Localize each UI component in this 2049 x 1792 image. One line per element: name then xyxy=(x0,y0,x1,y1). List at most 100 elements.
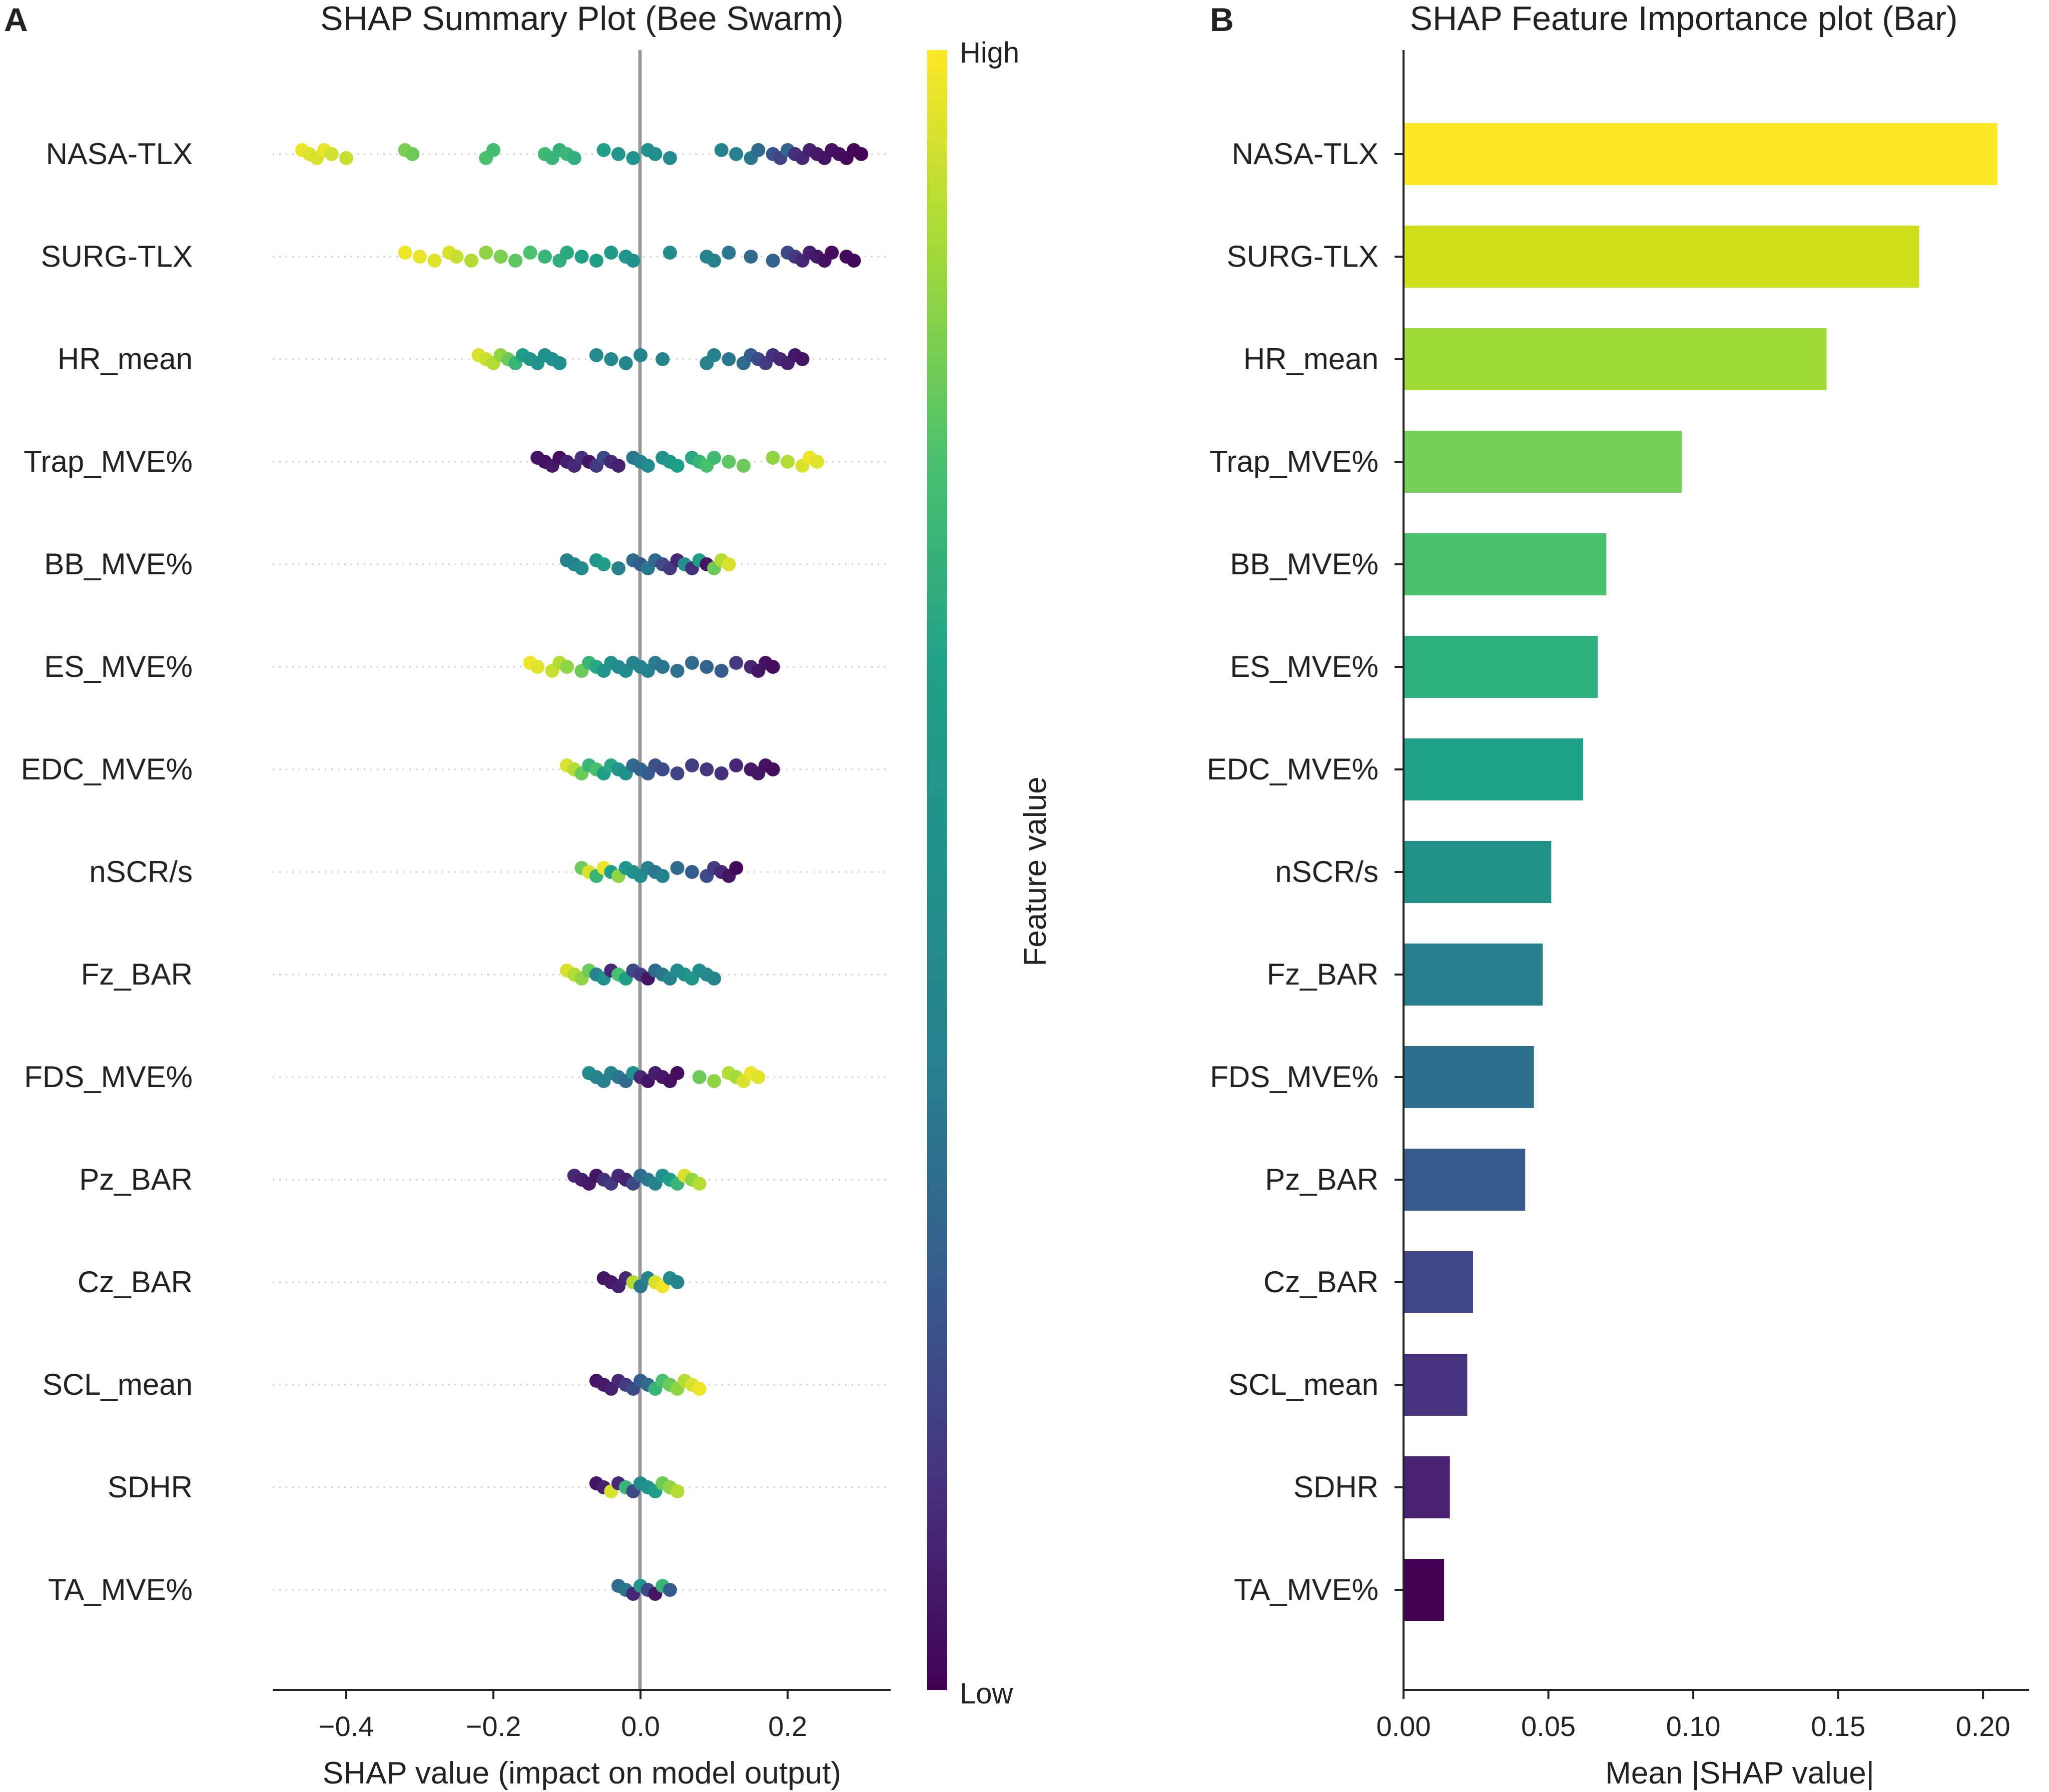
bar-label-pz-bar: Pz_BAR xyxy=(1265,1163,1379,1196)
bar-edc-mve xyxy=(1404,738,1584,800)
swarm-point-surg-tlx xyxy=(847,254,861,268)
bar-label-fz-bar: Fz_BAR xyxy=(1267,958,1379,991)
bar-x-tick-label: 0.00 xyxy=(1377,1710,1431,1742)
bar-label-fds-mve: FDS_MVE% xyxy=(1210,1060,1379,1094)
swarm-point-surg-tlx xyxy=(766,254,780,268)
swarm-point-es-mve xyxy=(670,664,685,678)
bar-label-hr-mean: HR_mean xyxy=(1243,342,1379,376)
swarm-point-edc-mve xyxy=(670,766,685,780)
swarm-point-nasa-tlx xyxy=(567,151,581,165)
swarm-point-es-mve xyxy=(685,656,700,670)
bar-label-edc-mve: EDC_MVE% xyxy=(1207,752,1379,786)
bar-chart-category-labels: NASA-TLX SURG-TLX HR_mean Trap_MVE% BB_MVE% E… xyxy=(1207,137,1404,1606)
swarm-point-trap-mve xyxy=(670,459,685,473)
swarm-point-nasa-tlx xyxy=(648,147,662,161)
swarm-point-hr-mean xyxy=(589,348,603,362)
swarm-point-hr-mean xyxy=(618,356,633,370)
swarm-point-nasa-tlx xyxy=(729,147,744,161)
swarm-point-edc-mve xyxy=(700,762,714,776)
swarm-point-nasa-tlx xyxy=(324,147,339,161)
swarm-point-hr-mean xyxy=(707,348,722,362)
swarm-point-surg-tlx xyxy=(479,246,493,260)
swarm-point-bb-mve xyxy=(722,557,736,571)
bar-label-trap-mve: Trap_MVE% xyxy=(1209,445,1379,478)
colorbar-high-label: High xyxy=(960,37,1019,69)
swarm-point-fds-mve xyxy=(670,1066,685,1080)
swarm-point-ta-mve xyxy=(662,1583,677,1597)
swarm-point-hr-mean xyxy=(722,352,736,366)
swarm-point-surg-tlx xyxy=(537,250,552,264)
swarm-point-fz-bar xyxy=(707,972,722,986)
swarm-point-fds-mve xyxy=(692,1070,707,1084)
swarm-point-nasa-tlx xyxy=(626,151,640,165)
beeswarm-x-tick-label: 0.2 xyxy=(768,1710,807,1742)
swarm-point-hr-mean xyxy=(655,352,670,366)
bar-pz-bar xyxy=(1404,1149,1526,1211)
swarm-point-surg-tlx xyxy=(493,250,508,264)
feature-label-trap-mve: Trap_MVE% xyxy=(24,445,193,478)
swarm-point-surg-tlx xyxy=(589,254,603,268)
feature-label-pz-bar: Pz_BAR xyxy=(79,1163,193,1196)
bar-label-nscr-s: nSCR/s xyxy=(1275,855,1379,888)
beeswarm-feature-labels: NASA-TLX SURG-TLX HR_mean Trap_MVE% BB_MVE% E… xyxy=(21,137,193,1606)
swarm-point-trap-mve xyxy=(640,459,655,473)
swarm-point-surg-tlx xyxy=(427,254,442,268)
feature-label-bb-mve: BB_MVE% xyxy=(44,547,193,581)
bar-label-bb-mve: BB_MVE% xyxy=(1230,547,1379,581)
swarm-point-edc-mve xyxy=(685,758,700,772)
swarm-point-trap-mve xyxy=(810,455,824,469)
swarm-point-surg-tlx xyxy=(722,246,736,260)
swarm-point-hr-mean xyxy=(552,356,567,370)
swarm-point-nasa-tlx xyxy=(751,143,766,157)
swarm-point-surg-tlx xyxy=(604,246,618,260)
feature-label-edc-mve: EDC_MVE% xyxy=(21,752,193,786)
swarm-point-nasa-tlx xyxy=(596,143,611,157)
panel-a-letter: A xyxy=(4,1,28,38)
swarm-point-trap-mve xyxy=(736,459,751,473)
swarm-point-es-mve xyxy=(766,660,780,674)
feature-label-nscr-s: nSCR/s xyxy=(89,855,193,888)
bar-fz-bar xyxy=(1404,944,1543,1006)
bar-x-tick-label: 0.05 xyxy=(1521,1710,1576,1742)
swarm-point-es-mve xyxy=(655,660,670,674)
panel-b: B SHAP Feature Importance plot (Bar) NAS… xyxy=(1207,0,2029,1790)
swarm-point-surg-tlx xyxy=(560,246,574,260)
feature-label-fz-bar: Fz_BAR xyxy=(81,958,193,991)
bar-surg-tlx xyxy=(1404,226,1919,288)
bar-label-cz-bar: Cz_BAR xyxy=(1263,1265,1379,1299)
swarm-point-pz-bar xyxy=(692,1177,707,1191)
beeswarm-points xyxy=(295,143,869,1601)
bar-sdhr xyxy=(1404,1456,1450,1518)
swarm-point-surg-tlx xyxy=(626,254,640,268)
swarm-point-surg-tlx xyxy=(398,246,412,260)
swarm-point-nasa-tlx xyxy=(854,147,869,161)
swarm-point-surg-tlx xyxy=(508,254,523,268)
swarm-point-nscr-s xyxy=(729,861,744,875)
beeswarm-x-tick-label: 0.0 xyxy=(621,1710,660,1742)
swarm-point-surg-tlx xyxy=(825,246,839,260)
bar-ta-mve xyxy=(1404,1559,1445,1621)
feature-label-cz-bar: Cz_BAR xyxy=(78,1265,193,1299)
bar-label-nasa-tlx: NASA-TLX xyxy=(1232,137,1379,171)
swarm-point-surg-tlx xyxy=(574,250,589,264)
feature-label-fds-mve: FDS_MVE% xyxy=(24,1060,193,1094)
swarm-point-bb-mve xyxy=(611,561,626,575)
swarm-point-nasa-tlx xyxy=(405,147,420,161)
swarm-point-surg-tlx xyxy=(449,250,464,264)
bar-label-scl-mean: SCL_mean xyxy=(1228,1368,1379,1401)
bar-cz-bar xyxy=(1404,1251,1473,1313)
beeswarm-x-tick-label: −0.2 xyxy=(466,1710,521,1742)
swarm-point-es-mve xyxy=(560,660,574,674)
swarm-point-nasa-tlx xyxy=(714,143,729,157)
bar-bb-mve xyxy=(1404,533,1607,595)
swarm-point-trap-mve xyxy=(766,451,780,465)
bar-hr-mean xyxy=(1404,328,1827,390)
swarm-point-surg-tlx xyxy=(523,246,537,260)
bar-scl-mean xyxy=(1404,1354,1468,1416)
swarm-point-nasa-tlx xyxy=(662,151,677,165)
bar-chart-title: SHAP Feature Importance plot (Bar) xyxy=(1410,0,1958,38)
swarm-point-bb-mve xyxy=(574,561,589,575)
feature-label-scl-mean: SCL_mean xyxy=(43,1368,193,1401)
colorbar-label: Feature value xyxy=(1018,776,1053,966)
